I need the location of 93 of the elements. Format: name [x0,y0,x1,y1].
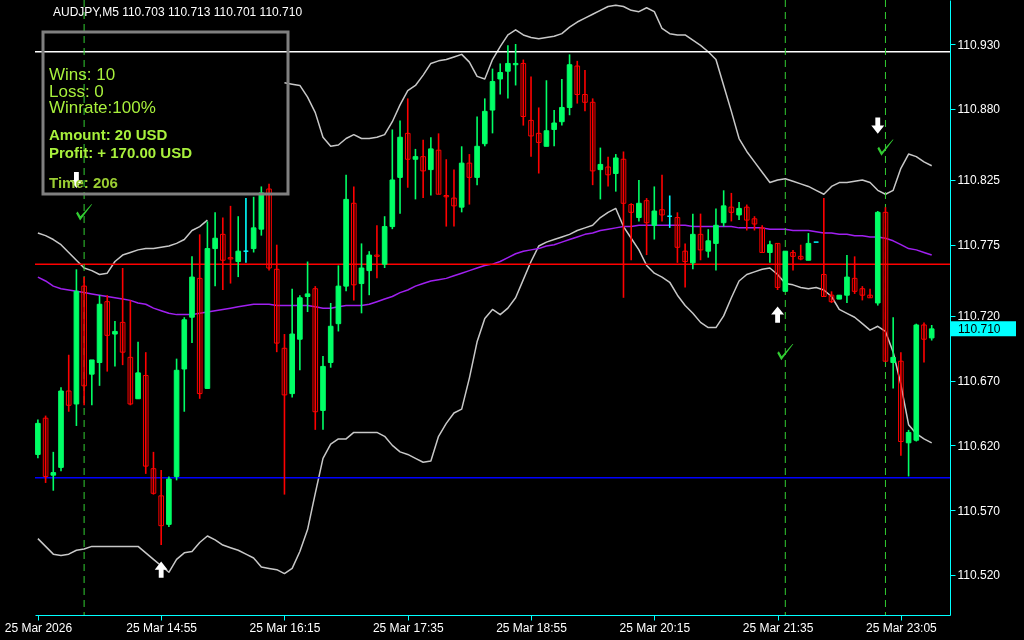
x-tick-label: 25 Mar 23:05 [866,620,938,635]
text: 110.710 [958,321,1001,336]
candlestick [720,189,727,228]
x-tick-label: 25 Mar 18:55 [496,620,568,635]
candlestick [643,197,650,256]
annotation: Loss: 0 [49,82,104,101]
x-tick-label: 25 Mar 2026 [4,620,73,635]
y-tick-label: 110.930 [957,37,1001,52]
candlestick [759,224,765,254]
y-tick-label: 110.570 [957,503,1001,518]
candlestick [628,202,635,262]
candlestick [543,79,550,148]
candlestick [81,276,87,407]
candlestick [428,136,434,197]
candlestick [435,132,442,196]
candlestick [281,333,288,496]
candlestick [142,351,149,475]
candlestick [844,254,850,304]
candlestick [605,155,611,188]
chart-title: AUDJPY,M5 110.703 110.713 110.701 110.710 [53,5,303,19]
candlestick [420,139,426,199]
candlestick [443,158,450,228]
candlestick [705,228,712,259]
point [154,561,168,578]
candlestick [505,44,511,100]
candlestick [574,60,581,105]
point [76,204,93,221]
candlestick [112,320,118,368]
candlestick [921,321,927,364]
candlestick [890,316,896,390]
candlestick [697,212,704,262]
candlestick [404,97,411,189]
x-tick-label: 25 Mar 16:15 [249,620,321,635]
candlestick [104,294,111,373]
candlestick [412,148,419,201]
y-tick-label: 110.670 [957,374,1001,389]
y-tick-label: 110.620 [957,438,1001,453]
candlestick [119,267,126,366]
candlestick [589,97,596,186]
x-tick-label: 25 Mar 21:35 [742,620,814,635]
candlestick [736,201,742,221]
candlestick [805,232,812,262]
candlestick [235,215,242,278]
candlestick [797,243,804,262]
point [777,344,794,361]
y-tick-label: 110.880 [957,102,1001,117]
candlestick [659,173,665,223]
y-tick-label: 110.825 [957,173,1001,188]
candlestick [582,69,588,113]
annotation: Wins: 10 [49,65,116,84]
annotation: Winrate:100% [49,98,156,117]
x-tick-label: 25 Mar 20:15 [619,620,691,635]
candlestick [358,242,365,315]
candlestick [50,451,57,492]
candlestick [158,469,164,546]
candlestick [767,240,773,264]
candlestick [728,192,735,223]
annotation: Profit: + 170.00 USD [49,144,193,161]
candlestick [551,109,557,148]
annotation: Amount: 20 USD [49,126,168,143]
candlestick [366,250,373,296]
x-tick-label: 25 Mar 14:55 [126,620,198,635]
candlestick [559,78,565,127]
candlestick [520,58,527,127]
candlestick [713,207,719,272]
point [771,306,785,323]
candlestick [127,299,134,407]
candlestick [451,168,457,228]
y-tick-label: 110.520 [957,568,1001,583]
candlestick [535,106,542,175]
candlestick [212,211,218,287]
x-tick-label: 25 Mar 17:35 [372,620,444,635]
candlestick [898,351,904,457]
candlestick [150,451,157,496]
candlestick [512,43,519,87]
point [871,117,885,134]
candlestick [65,353,72,413]
candlestick [651,185,658,241]
point [877,139,894,156]
candlestick [867,287,873,299]
candlestick [312,285,319,431]
y-tick-label: 110.775 [957,238,1001,253]
candlestick [497,62,504,96]
candlestick [636,179,642,223]
candlestick [89,359,95,407]
candlestick [597,146,604,201]
candlestick [612,153,619,193]
candlestick [42,414,49,484]
candlestick [304,260,311,313]
candlestick [466,153,473,206]
y-tick-label: 110.720 [957,309,1001,324]
candlestick [743,203,750,232]
candlestick [528,75,534,158]
